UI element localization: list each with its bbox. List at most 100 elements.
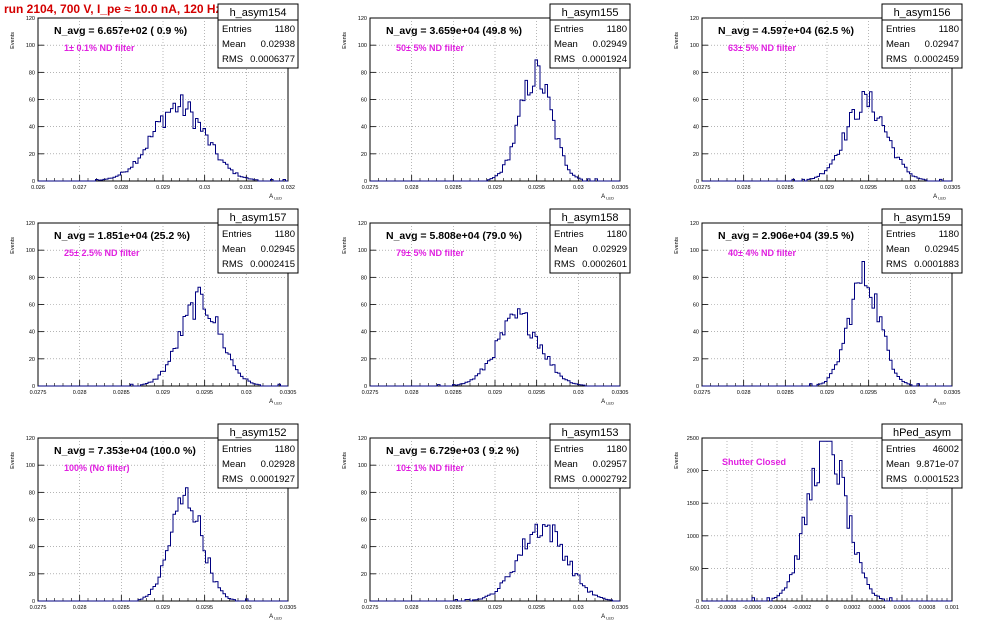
x-axis-title: A LED <box>933 399 946 406</box>
stats-box-frame <box>881 208 963 274</box>
x-axis-title: A LED <box>601 194 614 201</box>
y-tick-label: 100 <box>358 43 367 49</box>
y-tick-label: 40 <box>29 125 35 131</box>
y-tick-label: 20 <box>361 572 367 578</box>
stats-label: Mean <box>554 459 578 470</box>
stats-box: hPed_asym Entries 46002 Mean 9.871e-07 RMS 0.0… <box>881 423 963 489</box>
y-tick-label: 20 <box>361 357 367 363</box>
stats-label: Mean <box>554 244 578 255</box>
stats-value: 0.0002601 <box>582 259 627 270</box>
y-tick-label: 100 <box>358 463 367 469</box>
x-tick-label: 0.03 <box>573 390 584 396</box>
stats-value: 0.02945 <box>925 244 959 255</box>
y-axis-title: Events <box>10 452 16 469</box>
stats-value: 1180 <box>607 229 627 240</box>
y-tick-label: 80 <box>693 275 699 281</box>
stats-label: Entries <box>554 444 584 455</box>
filter-annotation: 100% (No filter) <box>64 463 130 473</box>
stats-label: Mean <box>886 39 910 50</box>
y-tick-label: 60 <box>361 303 367 309</box>
stats-box: h_asym154 Entries 1180 Mean 0.02938 RMS 0.0006… <box>217 3 299 69</box>
x-tick-label: 0.0305 <box>944 185 961 191</box>
x-tick-label: 0.029 <box>820 390 834 396</box>
x-tick-label: 0.0295 <box>860 390 877 396</box>
stats-box-frame <box>217 423 299 489</box>
y-tick-label: 120 <box>358 436 367 442</box>
y-tick-label: 60 <box>693 303 699 309</box>
y-axis-title: Events <box>10 32 16 49</box>
y-tick-label: 0 <box>364 179 367 185</box>
stats-value: 0.0002415 <box>250 259 295 270</box>
x-tick-label: -0.0006 <box>743 605 762 611</box>
x-tick-label: 0.0008 <box>919 605 936 611</box>
filter-annotation: 1± 0.1% ND filter <box>64 43 135 53</box>
x-tick-label: 0.028 <box>73 605 87 611</box>
y-tick-label: 120 <box>26 221 35 227</box>
x-tick-label: 0.0305 <box>280 390 297 396</box>
stats-box-frame <box>549 3 631 69</box>
stats-label: Entries <box>886 24 916 35</box>
x-tick-label: 0.029 <box>156 185 170 191</box>
y-axis-title: Events <box>674 237 680 254</box>
y-tick-label: 120 <box>358 221 367 227</box>
y-tick-label: 100 <box>690 43 699 49</box>
filter-annotation: Shutter Closed <box>722 457 786 467</box>
stats-value: 0.02957 <box>593 459 627 470</box>
y-tick-label: 1000 <box>687 534 699 540</box>
y-axis-title: Events <box>674 32 680 49</box>
x-axis-title: A LED <box>269 399 282 406</box>
stats-value: 0.0001927 <box>250 474 295 485</box>
y-tick-label: 100 <box>690 248 699 254</box>
histogram-series <box>370 523 620 602</box>
stats-box-frame <box>881 3 963 69</box>
y-tick-label: 0 <box>32 179 35 185</box>
navg-label: N_avg = 5.808e+04 (79.0 %) <box>386 230 522 242</box>
y-tick-label: 20 <box>29 152 35 158</box>
stats-value: 1180 <box>275 24 295 35</box>
stats-value: 0.02929 <box>593 244 627 255</box>
stats-label: Mean <box>222 244 246 255</box>
x-tick-label: 0.0305 <box>944 390 961 396</box>
x-tick-label: 0.0295 <box>528 185 545 191</box>
y-tick-label: 100 <box>358 248 367 254</box>
y-tick-label: 100 <box>26 43 35 49</box>
x-tick-label: 0.029 <box>156 605 170 611</box>
x-axis-title: A LED <box>601 614 614 621</box>
x-tick-label: -0.001 <box>694 605 710 611</box>
y-tick-label: 0 <box>32 384 35 390</box>
histogram-panel-h_asym157: 0.0275 0.028 0.0285 0.029 0.0295 0.03 0.0305 0 2… <box>10 208 299 406</box>
histogram-series <box>702 440 952 602</box>
y-tick-label: 40 <box>361 125 367 131</box>
stats-label: RMS <box>222 54 243 65</box>
x-tick-label: 0.028 <box>737 390 751 396</box>
stats-value: 9.871e-07 <box>916 459 959 470</box>
y-tick-label: 2500 <box>687 436 699 442</box>
y-tick-label: 0 <box>696 179 699 185</box>
x-tick-label: 0.028 <box>114 185 128 191</box>
stats-box: h_asym153 Entries 1180 Mean 0.02957 RMS 0.0002… <box>549 423 631 489</box>
x-tick-label: 0.03 <box>241 605 252 611</box>
histogram-series <box>702 91 952 182</box>
x-tick-label: 0.032 <box>281 185 295 191</box>
stats-box: h_asym159 Entries 1180 Mean 0.02945 RMS 0.0001… <box>881 208 963 274</box>
stats-value: 0.02945 <box>261 244 295 255</box>
stats-label: Entries <box>886 444 916 455</box>
histogram-series <box>370 59 620 182</box>
y-tick-label: 0 <box>364 599 367 605</box>
filter-annotation: 79± 5% ND filter <box>396 248 464 258</box>
filter-annotation: 40± 4% ND filter <box>728 248 796 258</box>
x-tick-label: 0.03 <box>573 185 584 191</box>
filter-annotation: 25± 2.5% ND filter <box>64 248 140 258</box>
stats-label: Mean <box>222 459 246 470</box>
y-axis-title: Events <box>10 237 16 254</box>
y-tick-label: 40 <box>29 545 35 551</box>
x-tick-label: 0.03 <box>573 605 584 611</box>
stats-box-frame <box>881 423 963 489</box>
x-axis-title: A LED <box>601 399 614 406</box>
histogram-panel-h_asym156: 0.0275 0.028 0.0285 0.029 0.0295 0.03 0.0305 0 2… <box>674 3 963 201</box>
navg-label: N_avg = 2.906e+04 (39.5 %) <box>718 230 854 242</box>
x-tick-label: 0.028 <box>405 390 419 396</box>
y-tick-label: 40 <box>361 545 367 551</box>
stats-value: 0.0002792 <box>582 474 627 485</box>
